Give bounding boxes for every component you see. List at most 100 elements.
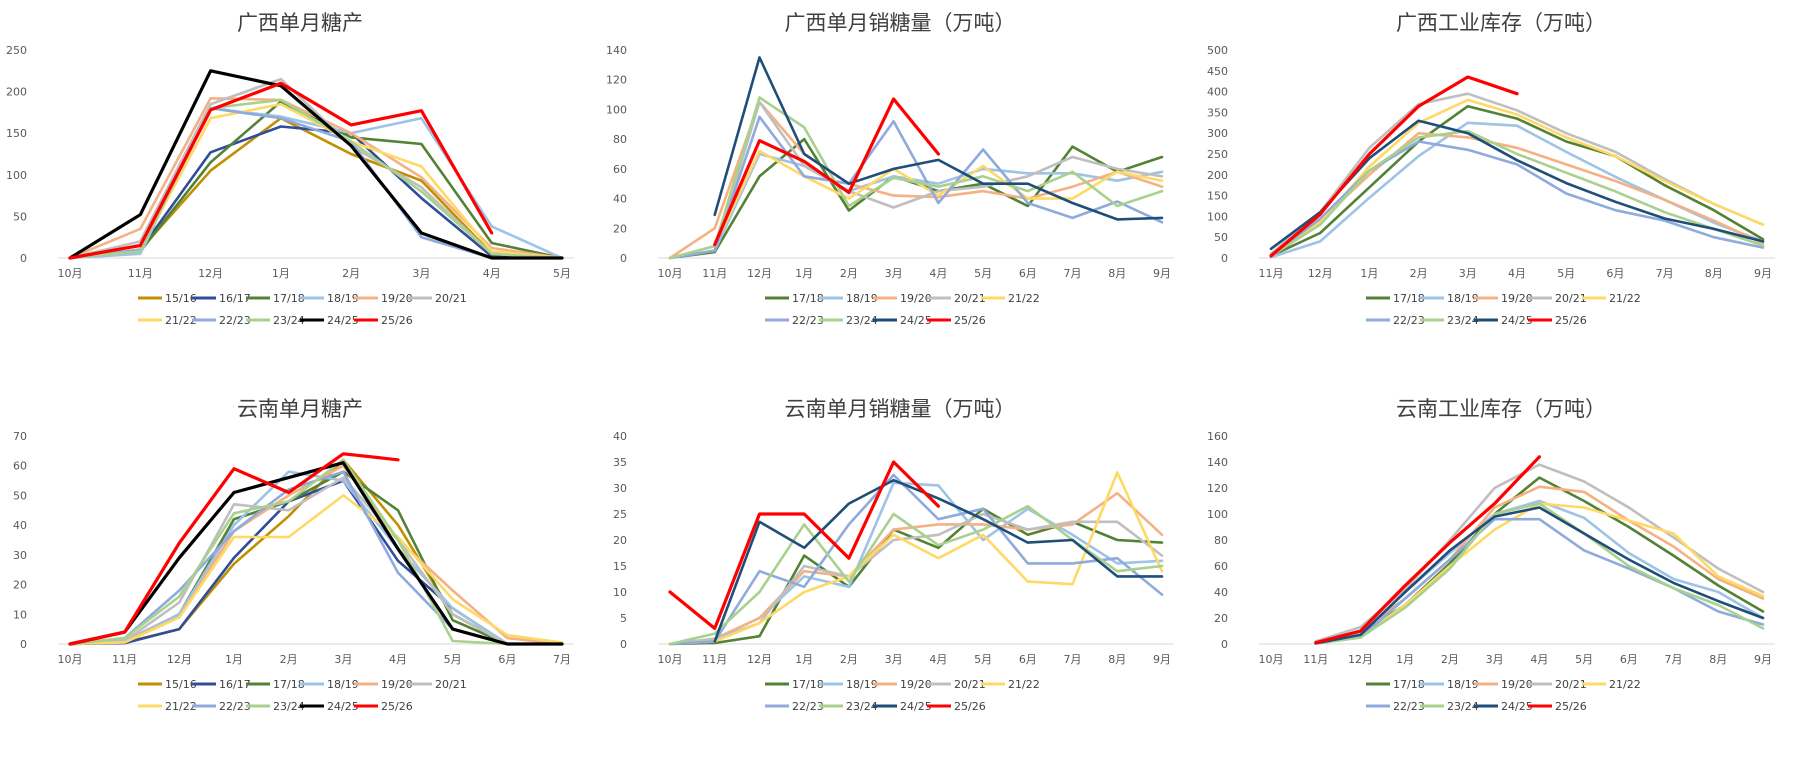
legend-item: 15/16 bbox=[138, 678, 197, 691]
x-tick-label: 6月 bbox=[1019, 267, 1037, 280]
y-tick-label: 150 bbox=[1207, 190, 1228, 203]
y-tick-label: 0 bbox=[1221, 638, 1228, 651]
legend-label: 18/19 bbox=[846, 678, 878, 691]
y-tick-label: 5 bbox=[620, 612, 627, 625]
x-tick-label: 2月 bbox=[342, 267, 360, 280]
chart-svg: 云南单月糖产 0 10 20 30 40 50 60 70 10月 11月 12月 1月 2月 3月 4月 5月… bbox=[13, 397, 574, 713]
x-tick-label: 9月 bbox=[1153, 653, 1171, 666]
series-line-17-18 bbox=[1269, 104, 1765, 258]
legend-label: 20/21 bbox=[435, 292, 467, 305]
x-tick-label: 6月 bbox=[1620, 653, 1638, 666]
y-tick-label: 120 bbox=[1207, 482, 1228, 495]
legend-label: 21/22 bbox=[1008, 678, 1040, 691]
legend-label: 25/26 bbox=[381, 314, 413, 327]
chart-panel-yunnan-sales: 云南单月销糖量（万吨） 0 5 10 15 20 25 30 35 40 10月 11月 12月 1月 2月… bbox=[600, 386, 1200, 772]
y-tick-label: 20 bbox=[613, 534, 627, 547]
x-tick-label: 1月 bbox=[225, 653, 243, 666]
legend-item: 23/24 bbox=[246, 700, 305, 713]
legend-label: 25/26 bbox=[1555, 314, 1587, 327]
legend-item: 25/26 bbox=[354, 314, 413, 327]
legend-label: 19/20 bbox=[381, 678, 413, 691]
legend-label: 16/17 bbox=[219, 292, 251, 305]
legend-item: 24/25 bbox=[300, 314, 359, 327]
x-tick-label: 10月 bbox=[58, 653, 83, 666]
y-tick-label: 160 bbox=[1207, 430, 1228, 443]
y-tick-label: 15 bbox=[613, 560, 627, 573]
x-tick-label: 4月 bbox=[1530, 653, 1548, 666]
y-tick-label: 80 bbox=[613, 133, 627, 146]
legend-label: 17/18 bbox=[792, 292, 824, 305]
chart-title: 云南单月糖产 bbox=[237, 397, 363, 421]
x-tick-label: 5月 bbox=[1575, 653, 1593, 666]
y-tick-label: 500 bbox=[1207, 44, 1228, 57]
legend-item: 23/24 bbox=[819, 700, 878, 713]
legend-label: 18/19 bbox=[327, 292, 359, 305]
series-line-17-18 bbox=[68, 470, 564, 646]
legend-label: 24/25 bbox=[327, 314, 359, 327]
legend-label: 20/21 bbox=[954, 678, 986, 691]
legend-label: 19/20 bbox=[1501, 292, 1533, 305]
legend-label: 19/20 bbox=[1501, 678, 1533, 691]
legend-item: 21/22 bbox=[1582, 292, 1641, 305]
legend-label: 16/17 bbox=[219, 678, 251, 691]
series-line-19-20 bbox=[1314, 485, 1765, 644]
x-tick-label: 11月 bbox=[702, 653, 727, 666]
chart-svg: 广西单月糖产 0 50 100 150 200 250 10月 11月 12月 1月 2月 3月 4月 5月… bbox=[6, 11, 574, 327]
legend-label: 24/25 bbox=[1501, 700, 1533, 713]
legend-label: 19/20 bbox=[900, 292, 932, 305]
y-tick-label: 60 bbox=[13, 460, 27, 473]
chart-panel-yunnan-production: 云南单月糖产 0 10 20 30 40 50 60 70 10月 11月 12月 1月 2月 3月 4月 5月… bbox=[0, 386, 600, 772]
x-tick-label: 4月 bbox=[483, 267, 501, 280]
y-tick-label: 40 bbox=[613, 193, 627, 206]
x-tick-label: 10月 bbox=[658, 267, 683, 280]
x-tick-label: 12月 bbox=[1348, 653, 1373, 666]
legend-item: 18/19 bbox=[819, 678, 878, 691]
y-tick-label: 80 bbox=[1214, 534, 1228, 547]
legend-item: 17/18 bbox=[765, 292, 824, 305]
series-line-24-25 bbox=[68, 461, 564, 646]
y-tick-label: 250 bbox=[6, 44, 27, 57]
x-tick-label: 1月 bbox=[1396, 653, 1414, 666]
legend-label: 23/24 bbox=[1447, 314, 1479, 327]
legend-item: 23/24 bbox=[1420, 700, 1479, 713]
x-tick-label: 12月 bbox=[747, 653, 772, 666]
legend-item: 20/21 bbox=[1528, 292, 1587, 305]
x-tick-label: 8月 bbox=[1108, 267, 1126, 280]
series-line-20-21 bbox=[68, 476, 564, 646]
y-tick-label: 20 bbox=[13, 579, 27, 592]
y-tick-label: 10 bbox=[613, 586, 627, 599]
legend-item: 24/25 bbox=[873, 700, 932, 713]
x-tick-label: 4月 bbox=[929, 653, 947, 666]
series-line-22-23 bbox=[668, 115, 1164, 260]
y-tick-label: 200 bbox=[6, 86, 27, 99]
y-tick-label: 100 bbox=[6, 169, 27, 182]
legend-label: 23/24 bbox=[846, 314, 878, 327]
x-tick-label: 11月 bbox=[1303, 653, 1328, 666]
legend-item: 22/23 bbox=[1366, 700, 1425, 713]
legend-item: 22/23 bbox=[1366, 314, 1425, 327]
series-line-23-24 bbox=[1269, 129, 1765, 258]
y-tick-label: 0 bbox=[20, 638, 27, 651]
legend-item: 16/17 bbox=[192, 292, 251, 305]
series-line-24-25 bbox=[713, 56, 1164, 221]
legend-item: 24/25 bbox=[1474, 314, 1533, 327]
x-tick-label: 5月 bbox=[1557, 267, 1575, 280]
legend-item: 22/23 bbox=[192, 314, 251, 327]
x-tick-label: 11月 bbox=[702, 267, 727, 280]
legend-label: 23/24 bbox=[846, 700, 878, 713]
legend-item: 17/18 bbox=[765, 678, 824, 691]
x-tick-label: 6月 bbox=[498, 653, 516, 666]
x-tick-label: 4月 bbox=[1508, 267, 1526, 280]
legend-label: 17/18 bbox=[273, 678, 305, 691]
legend-item: 21/22 bbox=[138, 700, 197, 713]
legend-item: 22/23 bbox=[765, 314, 824, 327]
legend-label: 17/18 bbox=[1393, 678, 1425, 691]
legend-item: 24/25 bbox=[300, 700, 359, 713]
legend-label: 18/19 bbox=[327, 678, 359, 691]
y-tick-label: 140 bbox=[1207, 456, 1228, 469]
series-line-25-26 bbox=[1314, 455, 1541, 645]
series-line-23-24 bbox=[68, 458, 564, 646]
y-tick-label: 0 bbox=[20, 252, 27, 265]
legend-label: 18/19 bbox=[1447, 678, 1479, 691]
series-line-21-22 bbox=[668, 471, 1164, 646]
